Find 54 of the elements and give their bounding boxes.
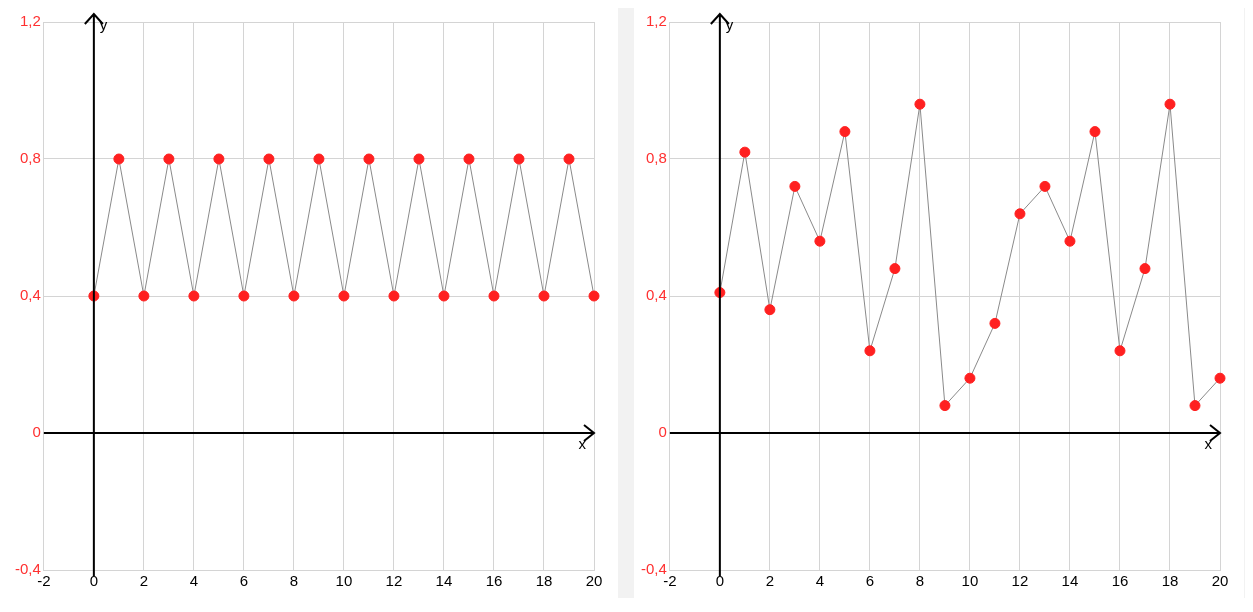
y-tick-label: 0,8 (645, 149, 667, 167)
point (814, 235, 826, 247)
x-tick-label: 12 (1011, 572, 1029, 590)
point (889, 263, 901, 275)
point (739, 146, 751, 158)
point (1164, 98, 1176, 110)
point (764, 304, 776, 316)
x-tick-label: 8 (915, 572, 925, 590)
x-tick-label: 2 (139, 572, 149, 590)
x-tick-label: 10 (335, 572, 353, 590)
point (1114, 345, 1126, 357)
x-tick-label: 18 (535, 572, 553, 590)
point (914, 98, 926, 110)
x-tick-label: 14 (1061, 572, 1079, 590)
point (939, 400, 951, 412)
x-tick-label: 2 (765, 572, 775, 590)
x-tick-label: 16 (485, 572, 503, 590)
point (1139, 263, 1151, 275)
x-tick-label: 6 (239, 572, 249, 590)
y-tick-label: 1,2 (19, 12, 41, 30)
point (789, 180, 801, 192)
point (839, 126, 851, 138)
y-tick-label: 0 (32, 423, 41, 441)
x-tick-label: 6 (865, 572, 875, 590)
point (1064, 235, 1076, 247)
y-tick-label: 0,4 (645, 286, 667, 304)
x-tick-label: 0 (89, 572, 99, 590)
x-tick-label: 12 (385, 572, 403, 590)
y-tick-label: 1,2 (645, 12, 667, 30)
point (964, 372, 976, 384)
point (989, 317, 1001, 329)
y-tick-label: 0 (658, 423, 667, 441)
x-tick-label: 0 (715, 572, 725, 590)
point (1014, 208, 1026, 220)
x-tick-label: 18 (1161, 572, 1179, 590)
x-tick-label: 16 (1111, 572, 1129, 590)
x-tick-label: 4 (189, 572, 199, 590)
x-tick-label: 20 (585, 572, 603, 590)
x-tick-label: 10 (961, 572, 979, 590)
point (1039, 180, 1051, 192)
x-tick-label: 14 (435, 572, 453, 590)
y-tick-label: -0,4 (14, 560, 41, 578)
point (1089, 126, 1101, 138)
x-tick-label: 20 (1211, 572, 1229, 590)
y-tick-label: -0,4 (640, 560, 667, 578)
x-axis-title: x (1204, 434, 1213, 452)
point (864, 345, 876, 357)
y-tick-label: 0,8 (19, 149, 41, 167)
y-tick-label: 0,4 (19, 286, 41, 304)
x-tick-label: 8 (289, 572, 299, 590)
point (1214, 372, 1226, 384)
x-axis-title: x (578, 434, 587, 452)
point (1189, 400, 1201, 412)
x-tick-label: 4 (815, 572, 825, 590)
